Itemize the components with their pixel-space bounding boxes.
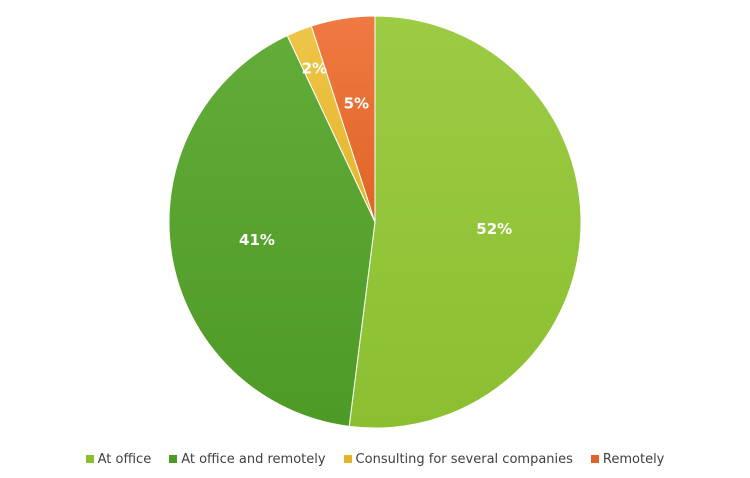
pie-slice-remotely <box>310 15 376 223</box>
pie-slice-labels: 52% 41% 2% 5% <box>239 59 512 249</box>
pie-slice-at-office <box>348 15 582 429</box>
pie-slice-at-office-and-remotely <box>168 34 376 427</box>
legend-item-remotely: Remotely <box>590 451 665 467</box>
pie-label-remotely: 5% <box>344 94 369 112</box>
legend-label-consulting: Consulting for several companies <box>355 451 573 467</box>
legend-label-at-office-and-remotely: At office and remotely <box>181 451 326 467</box>
pie-label-at-office: 52% <box>476 220 512 238</box>
legend-label-remotely: Remotely <box>602 451 665 467</box>
legend-swatch-remotely <box>590 455 599 463</box>
legend: At office At office and remotely Consult… <box>0 448 750 470</box>
legend-swatch-consulting <box>343 455 352 463</box>
pie-label-consulting: 2% <box>302 59 327 77</box>
legend-label-at-office: At office <box>97 451 152 467</box>
legend-swatch-at-office <box>85 455 94 463</box>
legend-item-consulting: Consulting for several companies <box>343 451 573 467</box>
legend-item-at-office-and-remotely: At office and remotely <box>169 451 326 467</box>
legend-swatch-at-office-and-remotely <box>169 455 178 463</box>
pie-label-at-office-and-remotely: 41% <box>239 231 275 249</box>
legend-item-at-office: At office <box>85 451 152 467</box>
pie-slices <box>168 15 582 429</box>
